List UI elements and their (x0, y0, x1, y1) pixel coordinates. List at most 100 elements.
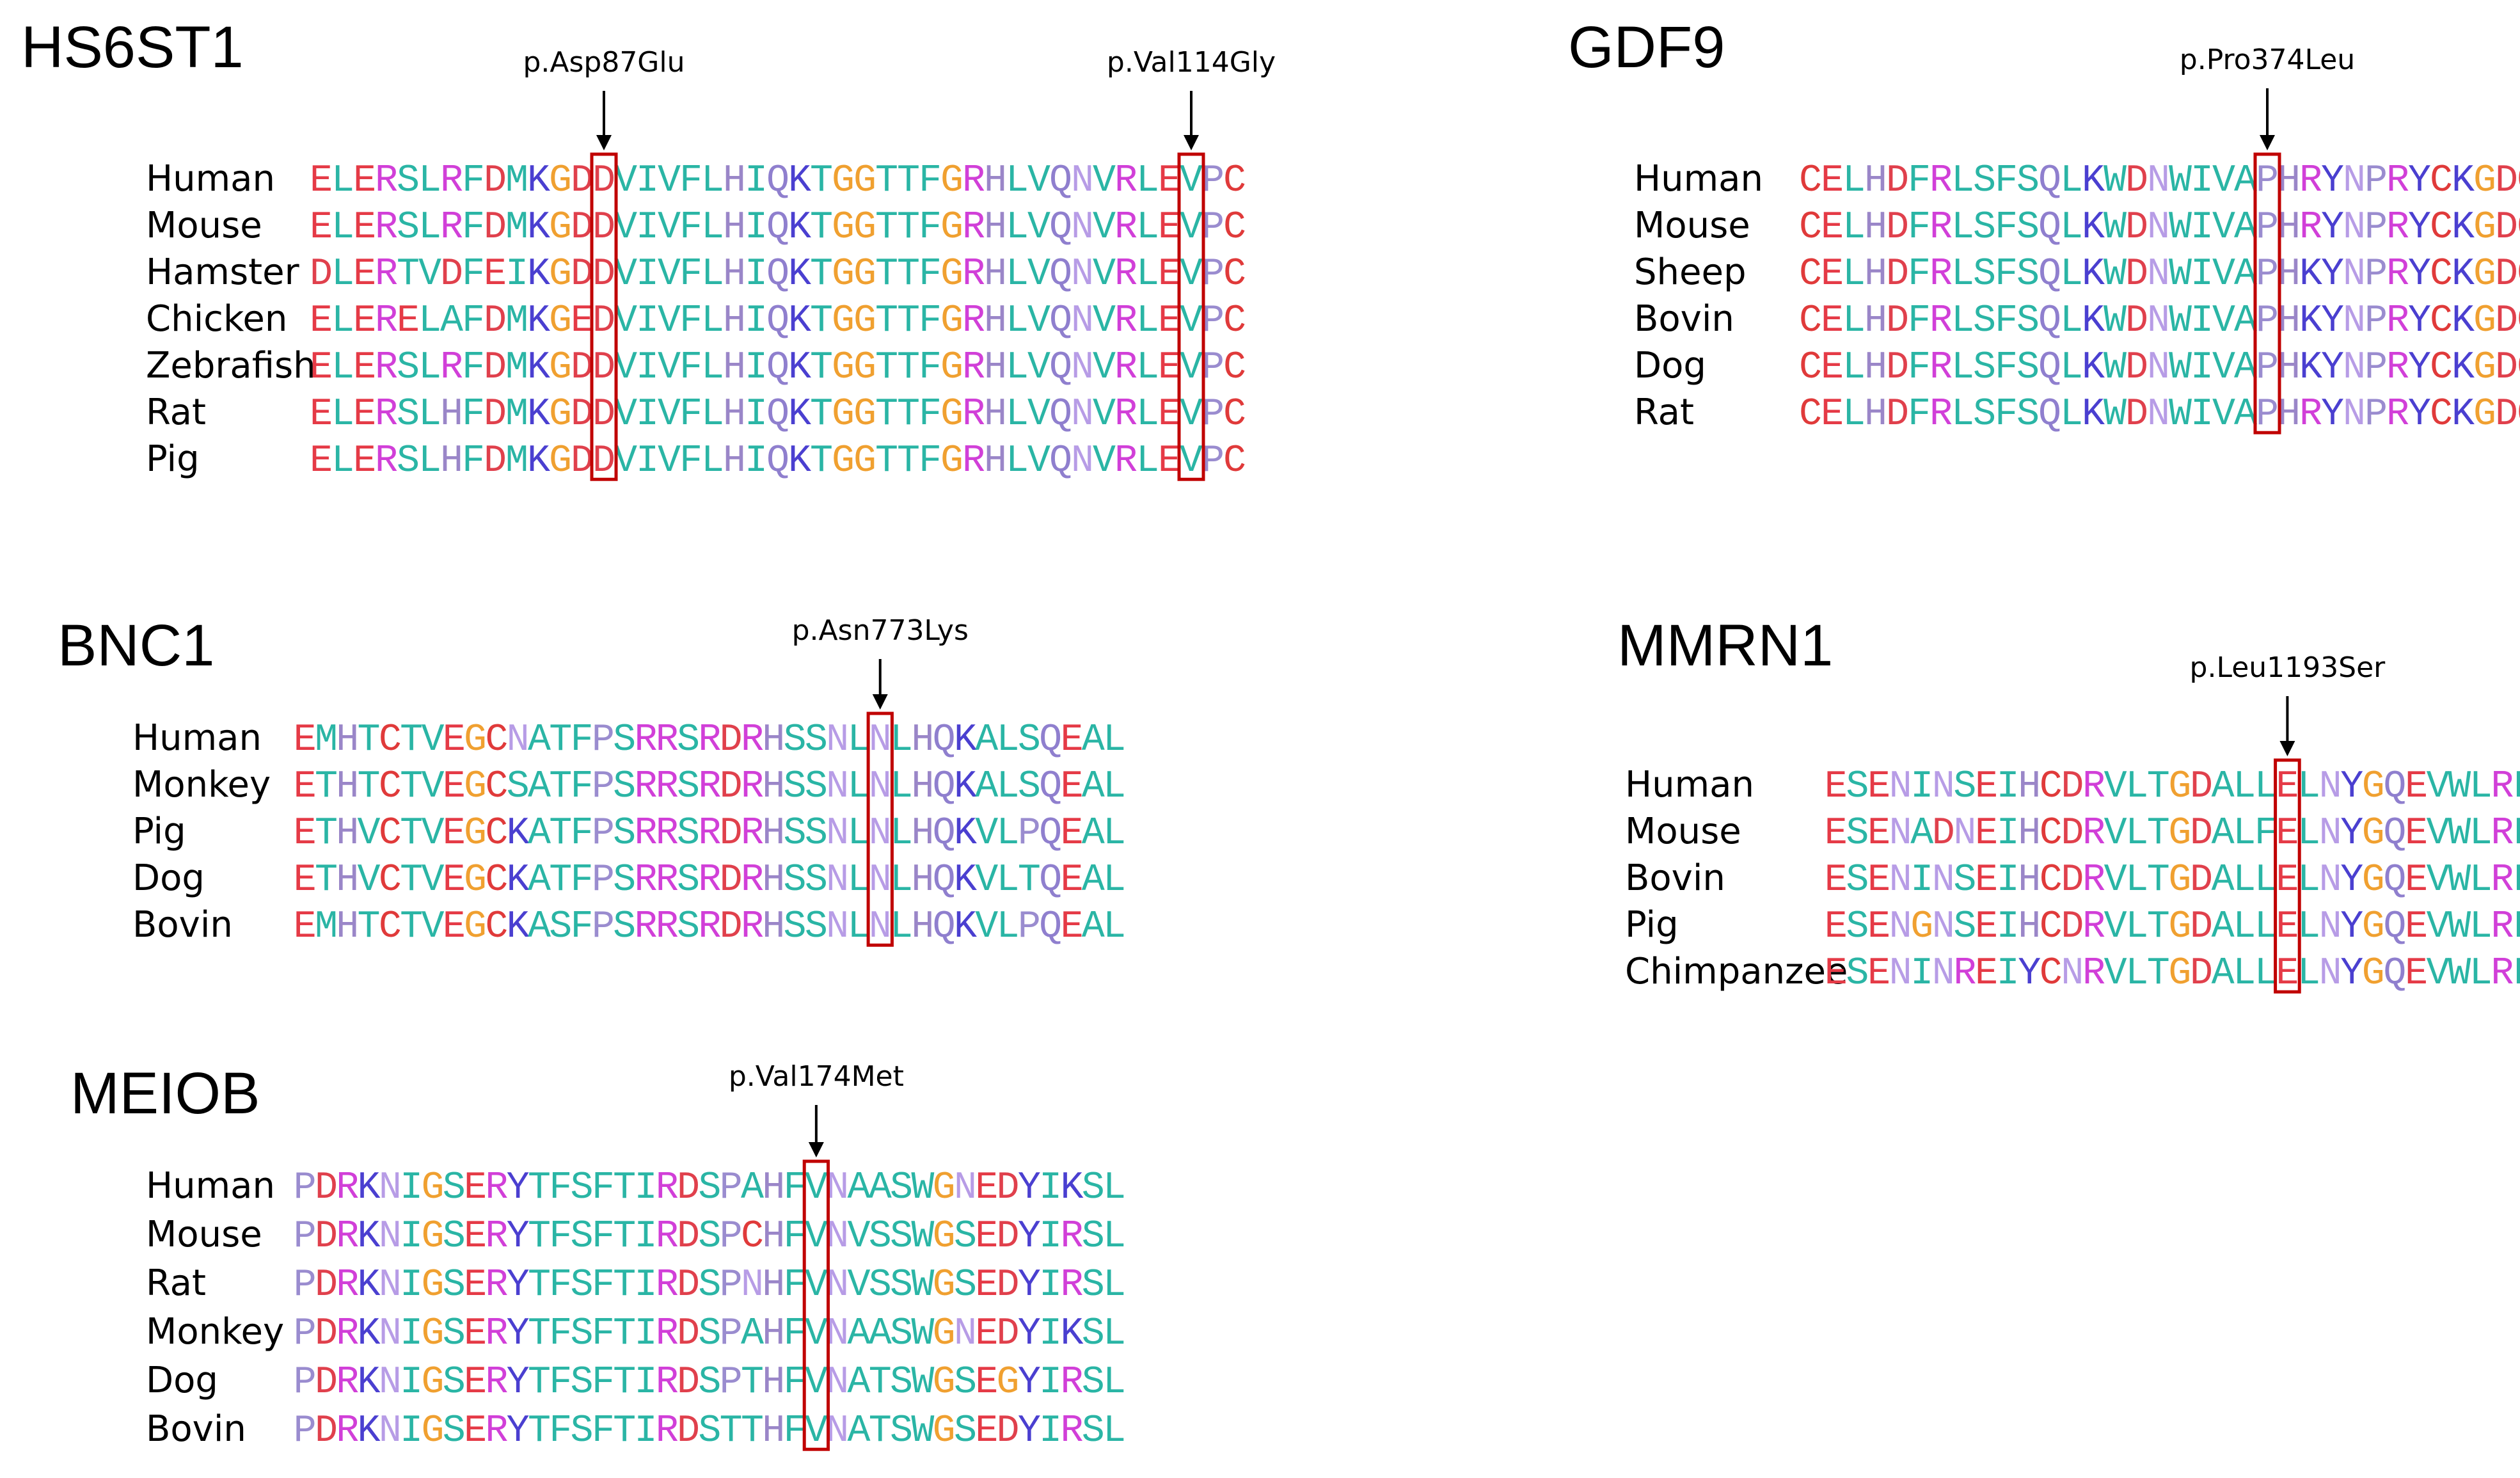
residue-k: K (527, 440, 550, 483)
residue-r: R (2491, 952, 2514, 996)
residue-g: G (421, 1264, 444, 1307)
residue-e: E (1821, 206, 1844, 250)
residue-h: H (336, 719, 359, 762)
residue-e: E (975, 1410, 998, 1453)
residue-r: R (2386, 346, 2409, 390)
residue-v: V (2427, 812, 2450, 855)
residue-d: D (2495, 206, 2518, 250)
residue-n: N (379, 1215, 402, 1259)
residue-r: R (440, 346, 463, 390)
residue-c: C (1799, 346, 1822, 390)
residue-r: R (2386, 393, 2409, 436)
residue-k: K (954, 765, 977, 809)
residue-t: T (875, 393, 898, 436)
residue-l: L (1951, 159, 1974, 203)
residue-y: Y (2321, 299, 2344, 343)
residue-q: Q (933, 812, 956, 855)
residue-d: D (997, 1264, 1020, 1307)
residue-t: T (810, 299, 833, 343)
residue-f: F (549, 1264, 572, 1307)
residue-w: W (2448, 812, 2471, 855)
residue-k: K (788, 299, 811, 343)
residue-d: D (720, 719, 743, 762)
residue-r: R (634, 859, 657, 902)
residue-k: K (507, 905, 530, 949)
residue-k: K (2452, 393, 2475, 436)
residue-h: H (1864, 346, 1887, 390)
residue-d: D (997, 1410, 1020, 1453)
residue-r: R (485, 1264, 508, 1307)
residue-i: I (745, 299, 768, 343)
residue-t: T (720, 1410, 743, 1453)
residue-d: D (2125, 346, 2148, 390)
residue-a: A (2234, 346, 2257, 390)
residue-h: H (723, 440, 746, 483)
residue-h: H (2278, 393, 2301, 436)
residue-s: S (571, 1166, 594, 1210)
residue-q: Q (2038, 206, 2061, 250)
arrow-down-icon (1184, 135, 1199, 150)
residue-k: K (507, 812, 530, 855)
residue-t: T (875, 253, 898, 296)
residue-e: E (1158, 440, 1181, 483)
mutation-label-p-asn773lys: p.Asn773Lys (792, 614, 969, 647)
residue-d: D (720, 812, 743, 855)
residue-p: P (1201, 346, 1224, 390)
residue-e: E (310, 346, 333, 390)
sequence-row: CELHDFRLSFSQLKWDNWIVAPHRYNPRYCKGDC (1799, 159, 2520, 203)
residue-r: R (741, 905, 764, 949)
residue-p: P (2365, 346, 2388, 390)
residue-k: K (954, 719, 977, 762)
sequence-row: CELHDFRLSFSQLKWDNWIVAPHRYNPRYCKGDC (1799, 393, 2520, 436)
residue-y: Y (507, 1312, 530, 1356)
residue-h: H (2018, 812, 2041, 855)
residue-r: R (2386, 159, 2409, 203)
residue-l: L (1006, 440, 1029, 483)
residue-w: W (2448, 952, 2471, 996)
residue-f: F (679, 253, 702, 296)
species-label-dog: Dog (1634, 345, 1706, 386)
residue-l: L (2512, 905, 2520, 949)
residue-v: V (805, 1215, 828, 1259)
residue-v: V (658, 346, 681, 390)
residue-t: T (897, 253, 920, 296)
residue-p: P (2365, 253, 2388, 296)
residue-n: N (1071, 253, 1094, 296)
residue-n: N (379, 1264, 402, 1307)
residue-a: A (741, 1312, 764, 1356)
residue-s: S (571, 1361, 594, 1404)
residue-p: P (720, 1361, 743, 1404)
residue-n: N (379, 1361, 402, 1404)
residue-t: T (2147, 765, 2170, 809)
residue-s: S (1082, 1215, 1105, 1259)
residue-n: N (2147, 206, 2170, 250)
residue-t: T (1018, 859, 1041, 902)
residue-s: S (698, 1410, 721, 1453)
species-label-zebrafish: Zebrafish (146, 345, 316, 386)
residue-g: G (549, 346, 572, 390)
residue-d: D (592, 346, 615, 390)
residue-v: V (658, 393, 681, 436)
residue-n: N (1071, 393, 1094, 436)
residue-y: Y (1018, 1215, 1041, 1259)
residue-v: V (1093, 159, 1116, 203)
residue-r: R (1930, 206, 1953, 250)
residue-i: I (745, 159, 768, 203)
residue-s: S (1953, 765, 1976, 809)
residue-d: D (2061, 859, 2084, 902)
residue-e: E (484, 253, 507, 296)
residue-f: F (549, 1215, 572, 1259)
residue-k: K (1060, 1166, 1083, 1210)
residue-t: T (741, 1361, 764, 1404)
residue-v: V (1093, 440, 1116, 483)
species-label-mouse: Mouse (146, 1214, 262, 1255)
residue-r: R (698, 905, 721, 949)
residue-k: K (2299, 346, 2322, 390)
residue-l: L (2060, 253, 2083, 296)
residue-e: E (294, 719, 317, 762)
residue-i: I (1997, 812, 2020, 855)
residue-n: N (2343, 393, 2366, 436)
residue-h: H (984, 253, 1007, 296)
residue-v: V (975, 812, 998, 855)
